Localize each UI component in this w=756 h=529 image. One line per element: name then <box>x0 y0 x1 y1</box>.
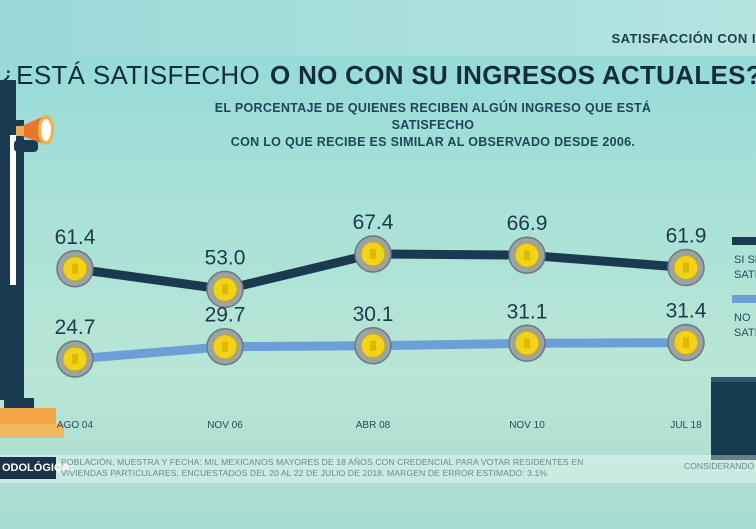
data-point-satisfied-3 <box>354 235 392 273</box>
data-label-not-satisfied-5: 31.4 <box>666 300 707 323</box>
data-point-satisfied-2 <box>206 270 244 309</box>
x-tick-label: NOV 06 <box>207 420 243 431</box>
coin-emboss-icon <box>370 340 376 351</box>
megaphone-icon <box>16 115 54 145</box>
coin-emboss-icon <box>683 262 689 273</box>
data-point-not-satisfied-2 <box>206 327 244 366</box>
coin-emboss-icon <box>524 250 530 261</box>
pedestal-bottom <box>0 424 64 438</box>
marker-layer <box>56 235 705 378</box>
coin-emboss-icon <box>524 338 530 349</box>
coin-emboss-icon <box>683 337 689 348</box>
person-shoe <box>4 398 34 410</box>
person-shirt <box>10 135 16 285</box>
data-label-not-satisfied-2: 29.7 <box>205 304 246 327</box>
legend-satisfied-line-2: SATI <box>734 269 756 281</box>
data-label-not-satisfied-1: 24.7 <box>55 316 96 339</box>
legend-label-satisfied: SI SE SATI <box>734 253 756 283</box>
legend-not-satisfied-line-1: NO <box>734 312 751 324</box>
data-label-satisfied-4: 66.9 <box>507 212 548 235</box>
coin-emboss-icon <box>222 284 228 295</box>
person-head <box>0 80 16 120</box>
data-point-not-satisfied-5 <box>667 323 705 362</box>
data-label-not-satisfied-3: 30.1 <box>353 303 394 326</box>
subtitle-line-1: EL PORCENTAJE DE QUIENES RECIBEN ALGÚN I… <box>214 101 652 132</box>
legend-label-not-satisfied: NO SATI <box>734 311 756 341</box>
data-label-satisfied-1: 61.4 <box>55 226 96 249</box>
legend-swatch-satisfied <box>732 237 756 245</box>
coin-emboss-icon <box>72 263 78 274</box>
page-title: ¿ESTÁ SATISFECHO O NO CON SU INGRESOS ACT… <box>0 60 756 91</box>
data-point-not-satisfied-3 <box>354 327 392 365</box>
subtitle-line-2: CON LO QUE RECIBE ES SIMILAR AL OBSERVAD… <box>230 135 636 149</box>
legend-swatch-not-satisfied <box>732 295 756 303</box>
legend-satisfied-line-1: SI SE <box>734 254 756 266</box>
person-megaphone-illustration <box>0 80 64 438</box>
data-point-not-satisfied-1 <box>56 340 94 378</box>
section-tag: SATISFACCIÓN CON I <box>611 31 756 46</box>
title-part-2: O NO CON SU INGRESOS ACTUALES? <box>270 60 756 90</box>
x-tick-label: JUL 18 <box>670 420 702 431</box>
x-tick-label: ABR 08 <box>356 420 391 431</box>
tick-layer: AGO 04 NOV 06 ABR 08 NOV 10 JUL 18 <box>57 420 702 431</box>
methodology-label: ODOLÓGICA: <box>0 457 74 479</box>
x-tick-label: NOV 10 <box>509 420 545 431</box>
label-layer: 61.4 53.0 67.4 66.9 61.9 24.7 29.7 30.1 31.1 31.4 <box>55 211 707 339</box>
data-label-not-satisfied-4: 31.1 <box>507 300 548 323</box>
methodology-bar <box>0 455 756 483</box>
methodology-text: POBLACIÓN, MUESTRA Y FECHA: MIL MEXICANO… <box>61 457 584 478</box>
coin-emboss-icon <box>222 341 228 352</box>
data-point-satisfied-4 <box>508 236 546 274</box>
data-point-not-satisfied-4 <box>508 324 546 363</box>
data-label-satisfied-5: 61.9 <box>666 225 707 248</box>
coin-emboss-icon <box>72 354 78 365</box>
decorative-box <box>711 377 756 460</box>
legend-not-satisfied-line-2: SATI <box>734 327 756 339</box>
data-point-satisfied-1 <box>56 250 94 288</box>
data-point-satisfied-5 <box>667 248 705 287</box>
data-label-satisfied-3: 67.4 <box>353 211 394 234</box>
person-arm <box>14 140 38 152</box>
coin-emboss-icon <box>370 248 376 259</box>
pedestal-top <box>0 408 56 424</box>
x-tick-label: AGO 04 <box>57 420 94 431</box>
subtitle: EL PORCENTAJE DE QUIENES RECIBEN ALGÚN I… <box>193 100 673 151</box>
methodology-right-text: CONSIDERANDO <box>684 461 755 471</box>
data-label-satisfied-2: 53.0 <box>205 246 246 269</box>
title-part-1: ¿ESTÁ SATISFECHO <box>0 60 261 90</box>
top-banner <box>0 0 756 56</box>
